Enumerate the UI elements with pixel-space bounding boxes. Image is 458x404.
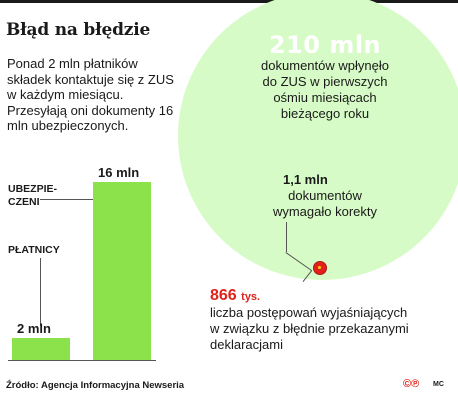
- author-initials: MC: [433, 381, 444, 388]
- leader-platnicy: [40, 258, 42, 326]
- bar-label-ubezpieczeni: UBEZPIE- CZENI: [8, 183, 57, 209]
- circle-big-line-3: ośmiu miesiącach: [273, 90, 377, 105]
- circle-big-number: 210 mln: [268, 31, 382, 59]
- circle-big-description: dokumentów wpłynęło do ZUS w pierwszych …: [230, 58, 420, 122]
- circle-small-line-2: w związku z błędnie przekazanymi: [210, 321, 409, 336]
- infographic-title: Błąd na błędzie: [6, 20, 151, 40]
- circle-big-line-1: dokumentów wpłynęło: [261, 58, 389, 73]
- circle-small-number: 866 tys.: [210, 287, 260, 305]
- circle-small-number-unit: tys.: [241, 291, 261, 303]
- bar-label-ubezpieczeni-part2: CZENI: [8, 196, 40, 208]
- circle-small-description: liczba postępowań wyjaśniających w związ…: [210, 305, 455, 353]
- circle-investigations-dot: [318, 266, 321, 269]
- bar-label-ubezpieczeni-part1: UBEZPIE-: [8, 183, 58, 195]
- bar-value-platnicy: 2 mln: [17, 321, 51, 336]
- circle-big-line-4: bieżącego roku: [280, 106, 370, 121]
- intro-text: Ponad 2 mln płatników składek kontaktuje…: [7, 56, 174, 133]
- chart-baseline: [8, 360, 156, 361]
- circle-small-number-value: 866: [210, 287, 237, 304]
- bar-ubezpieczeni: [93, 182, 151, 360]
- bar-platnicy: [12, 338, 70, 360]
- bar-label-platnicy: PŁATNICY: [8, 244, 60, 256]
- circle-middle-description: dokumentów wymagało korekty: [250, 188, 400, 220]
- circle-middle-line-1: dokumentów: [288, 188, 362, 203]
- leader-ubezpieczeni: [40, 199, 97, 201]
- bar-label-ubezpieczeni-line1: UBEZPIE- CZENI: [8, 183, 57, 209]
- circle-middle-number: 1,1 mln: [283, 172, 328, 187]
- circle-documents-received: [178, 0, 458, 280]
- circle-small-line-3: deklaracjami: [210, 337, 283, 352]
- source-note: Źródło: Agencja Informacyjna Newseria: [6, 380, 185, 391]
- copyright-logo: ©℗: [403, 378, 420, 390]
- circle-small-line-1: liczba postępowań wyjaśniających: [210, 305, 408, 320]
- circle-big-line-2: do ZUS w pierwszych: [262, 74, 388, 89]
- top-rule: [0, 0, 458, 3]
- bar-value-ubezpieczeni: 16 mln: [98, 165, 140, 180]
- leader-middle-vertical: [286, 222, 288, 252]
- circle-middle-line-2: wymagało korekty: [272, 204, 378, 219]
